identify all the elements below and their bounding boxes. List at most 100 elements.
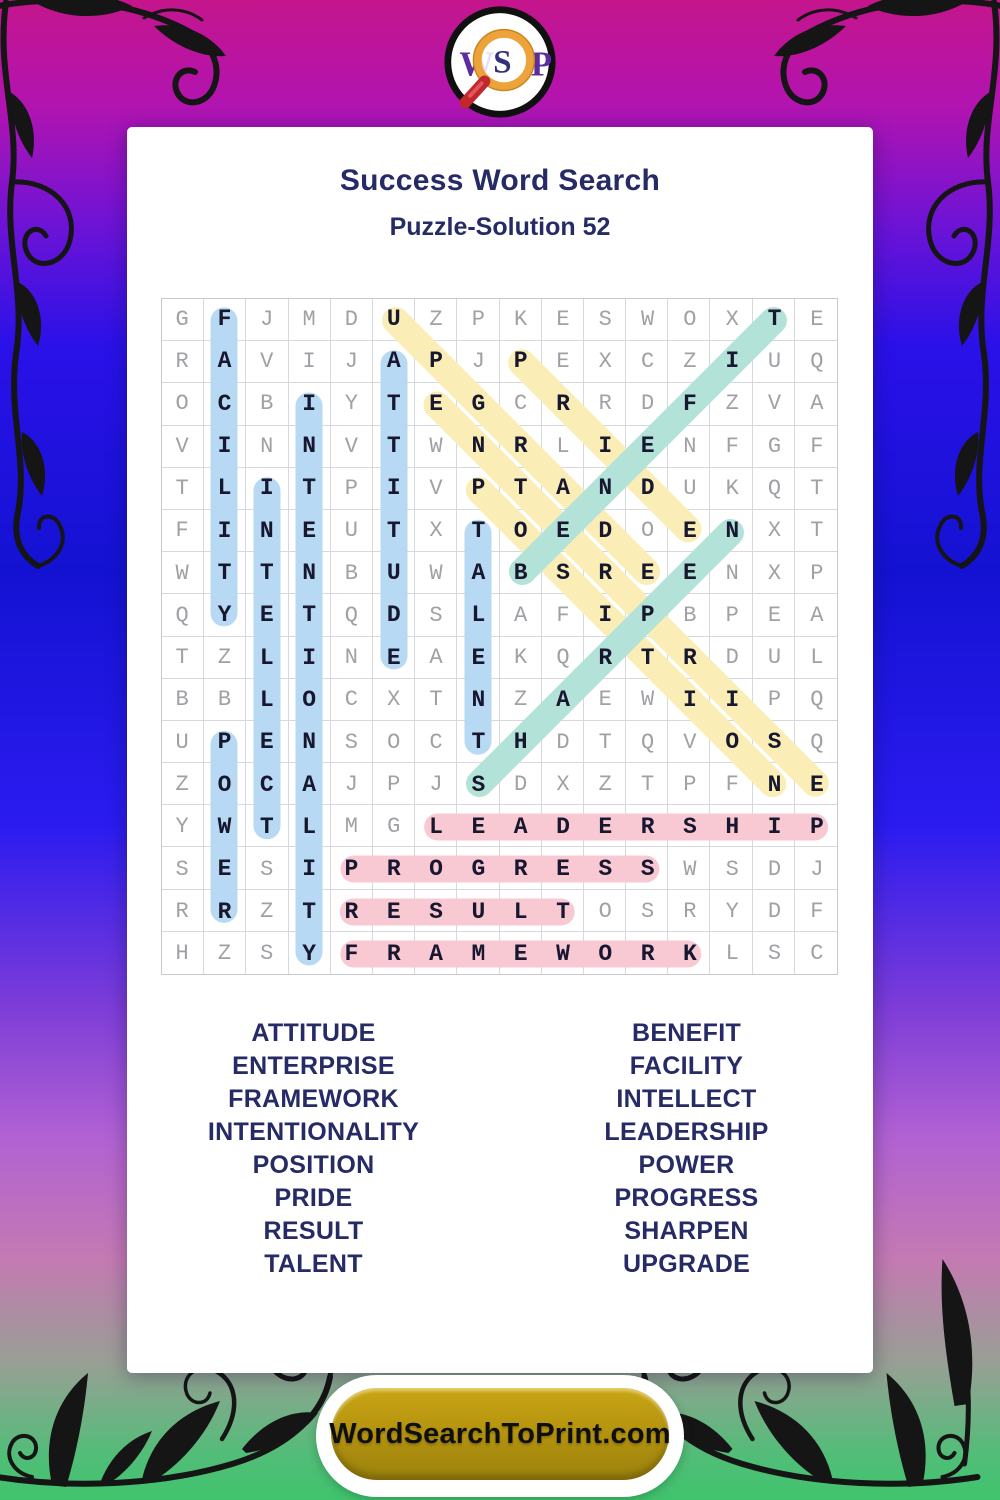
grid-letter: S: [767, 941, 782, 967]
grid-cell: [668, 847, 711, 890]
grid-letter: V: [344, 433, 358, 459]
grid-letter-solution: R: [217, 898, 232, 925]
grid-letter: C: [344, 687, 358, 713]
grid-letter-solution: O: [598, 940, 613, 967]
grid-cell: [330, 720, 373, 764]
grid-cell: [668, 594, 711, 637]
grid-letter-solution: T: [302, 475, 316, 502]
solution-highlight-framework: [339, 940, 702, 968]
grid-letter-solution: T: [217, 560, 232, 587]
grid-cell: [668, 509, 711, 553]
grid-letter: C: [640, 348, 655, 374]
grid-letter: S: [344, 729, 358, 755]
grid-cell: [330, 341, 373, 384]
grid-cell: [583, 299, 627, 342]
grid-cell: [583, 678, 627, 721]
grid-cell: [541, 678, 584, 721]
grid-letter: B: [260, 391, 274, 417]
grid-cell: [583, 889, 627, 932]
grid-letter: U: [767, 645, 782, 671]
grid-letter: Z: [175, 772, 189, 798]
grid-letter: R: [175, 899, 189, 925]
grid-letter: O: [387, 729, 401, 755]
grid-letter: Y: [725, 899, 739, 925]
grid-letter-solution: E: [217, 856, 232, 883]
site-link-button[interactable]: WordSearchToPrint.com: [329, 1388, 671, 1480]
grid-letter: U: [175, 729, 189, 755]
word-list-item: FRAMEWORK: [228, 1085, 399, 1113]
grid-cell: [794, 341, 837, 384]
grid-letter-solution: E: [809, 771, 824, 798]
grid-letter-solution: D: [598, 517, 613, 544]
grid-letter: Z: [260, 899, 274, 925]
grid-cell: [330, 763, 373, 806]
grid-letter: N: [344, 645, 358, 671]
grid-letter: X: [767, 518, 782, 544]
grid-cell: [246, 847, 289, 890]
grid-letter-solution: L: [513, 898, 528, 925]
grid-cell: [204, 889, 247, 932]
grid-cell: [162, 636, 205, 679]
grid-letter: M: [302, 306, 316, 332]
grid-cell: [710, 847, 753, 890]
grid-cell: [289, 931, 331, 974]
grid-cell: [752, 425, 795, 468]
grid-letter: E: [767, 602, 782, 628]
grid-letter: D: [344, 306, 358, 332]
grid-letter: Q: [344, 602, 358, 628]
grid-cell: [794, 763, 837, 806]
grid-cell: [583, 467, 627, 510]
grid-letter-solution: Y: [217, 602, 232, 629]
grid-cell: [794, 805, 837, 848]
grid-letter: F: [725, 772, 739, 798]
grid-letter-solution: I: [302, 856, 316, 883]
grid-letter: S: [260, 941, 274, 967]
word-list-item: POWER: [638, 1151, 735, 1179]
grid-letter: G: [387, 814, 401, 840]
grid-letter: U: [767, 348, 782, 374]
grid-letter-solution: N: [725, 517, 740, 544]
grid-letter: X: [387, 687, 401, 713]
grid-letter-solution: T: [259, 813, 274, 840]
grid-letter-solution: E: [471, 644, 486, 671]
grid-letter: I: [302, 348, 316, 374]
grid-letter: D: [767, 899, 782, 925]
grid-cell: [583, 636, 627, 679]
grid-letter: T: [175, 645, 189, 671]
grid-cell: [457, 341, 500, 384]
word-list-item: POSITION: [252, 1151, 375, 1179]
grid-letter: F: [556, 602, 570, 628]
grid-letter: Z: [217, 645, 232, 671]
grid-letter-solution: U: [386, 560, 401, 587]
grid-cell: [330, 552, 373, 595]
grid-cell: [330, 805, 373, 848]
grid-letter-solution: C: [217, 390, 232, 417]
grid-cell: [330, 678, 373, 721]
grid-cell: [668, 425, 711, 468]
grid-letter-solution: A: [471, 560, 486, 587]
grid-letter-solution: E: [386, 644, 401, 671]
grid-letter-solution: E: [471, 813, 486, 840]
grid-letter-solution: N: [302, 729, 316, 756]
grid-letter-solution: D: [556, 813, 570, 840]
grid-cell: [794, 426, 837, 468]
grid-letter: S: [260, 856, 274, 882]
grid-cell: [246, 889, 289, 932]
grid-letter: W: [640, 306, 655, 332]
grid-letter: J: [471, 348, 485, 374]
grid-letter: Q: [810, 348, 824, 374]
grid-letter-solution: E: [556, 517, 570, 544]
grid-cell: [710, 763, 753, 806]
grid-letter-solution: A: [556, 475, 570, 502]
grid-cell: [457, 425, 500, 468]
grid-cell: [626, 763, 669, 806]
grid-cell: [626, 299, 669, 342]
grid-cell: [710, 594, 753, 637]
grid-cell: [415, 678, 458, 721]
grid-letter: F: [725, 433, 739, 459]
grid-cell: [330, 383, 373, 426]
grid-letter-solution: T: [513, 475, 528, 502]
grid-letter-solution: T: [556, 898, 570, 925]
grid-letter-solution: A: [217, 348, 232, 375]
grid-letter-solution: A: [556, 686, 570, 713]
